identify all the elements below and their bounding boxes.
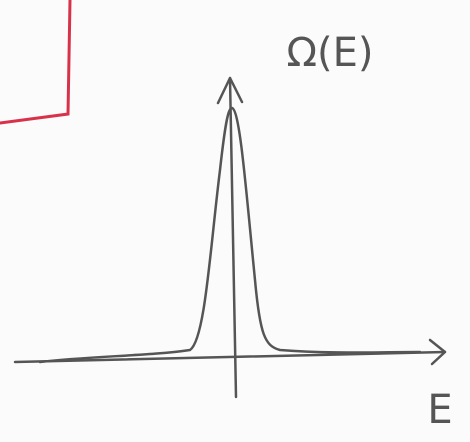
y-axis-label: Ω(E) bbox=[286, 30, 373, 76]
sketch: Ω(E) E bbox=[0, 0, 470, 442]
page: {"axes": {"y_label": "Ω(E)", "x_label": … bbox=[0, 0, 470, 442]
x-axis-label: E bbox=[427, 387, 452, 433]
